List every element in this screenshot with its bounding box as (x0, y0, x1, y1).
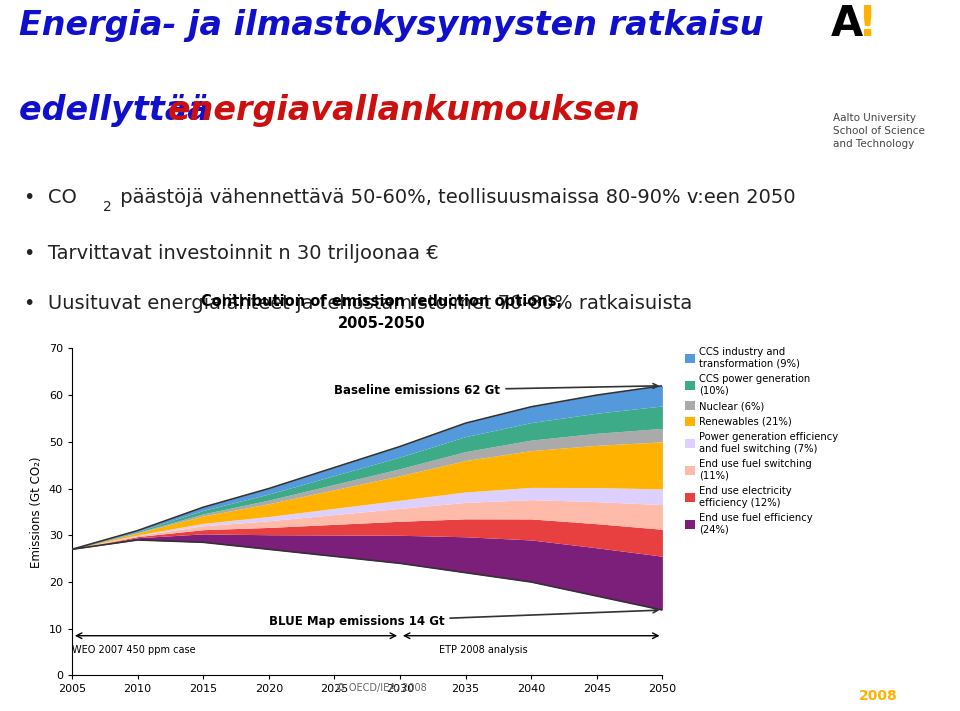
Text: Aalto University
School of Science
and Technology: Aalto University School of Science and T… (833, 112, 925, 149)
Text: BLUE Map emissions 14 Gt: BLUE Map emissions 14 Gt (269, 608, 658, 629)
Text: Energia- ja ilmastokysymysten ratkaisu: Energia- ja ilmastokysymysten ratkaisu (19, 9, 764, 43)
Text: edellyttää: edellyttää (19, 94, 222, 127)
Text: Baseline emissions 62 Gt: Baseline emissions 62 Gt (334, 384, 658, 397)
Text: WEO 2007 450 ppm case: WEO 2007 450 ppm case (72, 645, 196, 655)
Text: !: ! (857, 3, 876, 45)
Legend: CCS industry and
transformation (9%), CCS power generation
(10%), Nuclear (6%), : CCS industry and transformation (9%), CC… (685, 347, 838, 535)
Text: Contribution of emission reduction options,: Contribution of emission reduction optio… (201, 294, 563, 309)
Text: •  Tarvittavat investoinnit n 30 triljoonaa €: • Tarvittavat investoinnit n 30 triljoon… (24, 244, 439, 263)
Text: TECHNOLOGY: TECHNOLOGY (839, 659, 918, 669)
Y-axis label: Emissions (Gt CO₂): Emissions (Gt CO₂) (31, 456, 43, 567)
Text: ENERGY: ENERGY (855, 644, 901, 654)
Text: © OECD/IEA, 2008: © OECD/IEA, 2008 (336, 683, 427, 693)
Text: 2005-2050: 2005-2050 (338, 316, 425, 331)
Text: energiavallankumouksen: energiavallankumouksen (168, 94, 640, 127)
Text: päästöjä vähennettävä 50-60%, teollisuusmaissa 80-90% v:een 2050: päästöjä vähennettävä 50-60%, teollisuus… (114, 188, 796, 207)
Text: A: A (830, 3, 863, 45)
Text: PERSPECTIVES: PERSPECTIVES (835, 674, 922, 684)
Text: •  Uusituvat energialähteet ja tehostamistoimet 70-80% ratkaisuista: • Uusituvat energialähteet ja tehostamis… (24, 294, 692, 313)
Text: •  CO: • CO (24, 188, 77, 207)
Text: 2008: 2008 (859, 689, 898, 703)
Text: 2: 2 (103, 201, 111, 214)
Text: ETP 2008 analysis: ETP 2008 analysis (440, 645, 528, 655)
